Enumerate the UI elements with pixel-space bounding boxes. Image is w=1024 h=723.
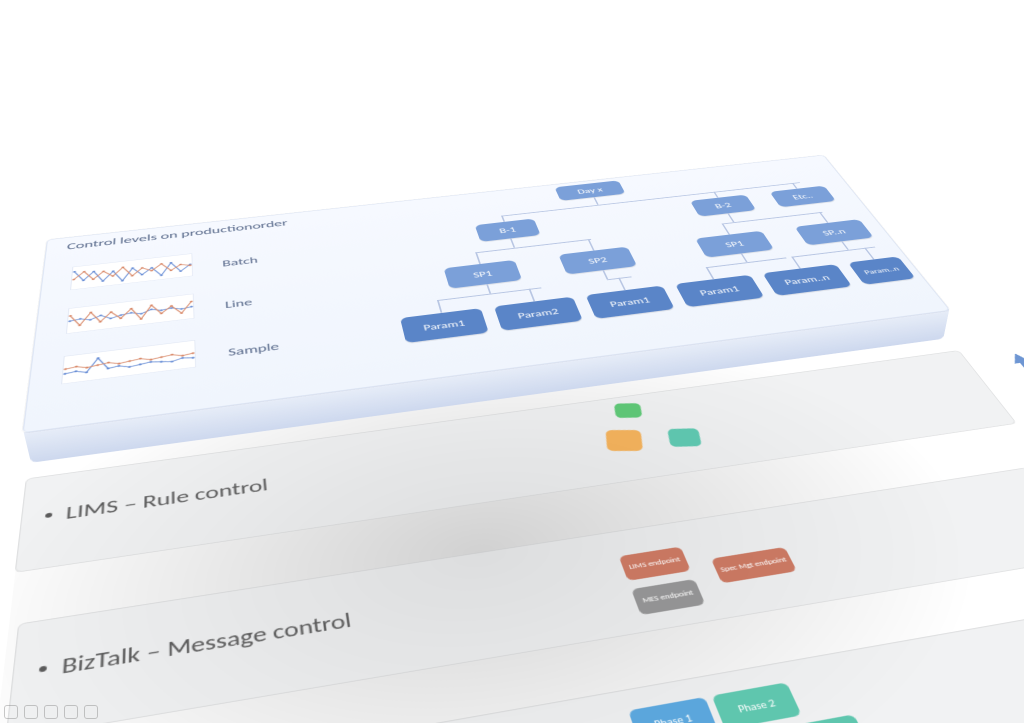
node-b1: B-1 bbox=[475, 218, 541, 241]
lims-chip-1 bbox=[614, 403, 643, 418]
biztalk-lims-ep: LIMS endpoint bbox=[619, 546, 691, 580]
node-p3: Param1 bbox=[585, 285, 674, 318]
biztalk-mes-ep: MES endpoint bbox=[631, 578, 705, 614]
tool-icon[interactable] bbox=[24, 705, 38, 719]
node-sp1a: SP1 bbox=[444, 259, 523, 288]
thumb-sample bbox=[61, 339, 196, 383]
node-p4: Param1 bbox=[675, 274, 765, 307]
node-p5: Param..n bbox=[762, 264, 852, 296]
tool-icon[interactable] bbox=[44, 705, 58, 719]
tool-icon[interactable] bbox=[64, 705, 78, 719]
thumb-batch bbox=[70, 253, 193, 290]
node-etc: Etc.. bbox=[769, 185, 836, 207]
shelf-label-biztalk: BizTalk – Message control bbox=[61, 607, 353, 679]
node-day: Day x bbox=[554, 180, 625, 200]
mes-phase1: Phase 1 bbox=[628, 696, 718, 723]
lims-chip-3 bbox=[667, 428, 702, 447]
tool-icon[interactable] bbox=[84, 705, 98, 719]
lims-chip-2 bbox=[606, 430, 644, 451]
thumb-line bbox=[66, 293, 195, 333]
mes-phase2: Phase 2 bbox=[712, 682, 802, 723]
node-sp1b: SP1 bbox=[695, 230, 774, 257]
row-label-sample: Sample bbox=[228, 340, 280, 359]
mes-etc: etc.. bbox=[796, 714, 871, 723]
shelf-label-lims: LIMS – Rule control bbox=[65, 474, 269, 524]
top-title: Control levels on productionorder bbox=[66, 217, 288, 251]
node-p6: Param..n bbox=[848, 256, 916, 284]
node-spn: SP..n bbox=[795, 219, 874, 245]
viewer-toolbar[interactable] bbox=[4, 705, 98, 719]
node-b2: B-2 bbox=[690, 194, 757, 216]
node-p2: Param2 bbox=[494, 296, 583, 330]
row-label-line: Line bbox=[225, 296, 253, 311]
node-p1: Param1 bbox=[400, 308, 489, 343]
biztalk-spec-ep: Spec Mgt endpoint bbox=[711, 546, 797, 582]
row-label-batch: Batch bbox=[222, 254, 258, 268]
node-sp2: SP2 bbox=[558, 246, 637, 274]
tool-icon[interactable] bbox=[4, 705, 18, 719]
